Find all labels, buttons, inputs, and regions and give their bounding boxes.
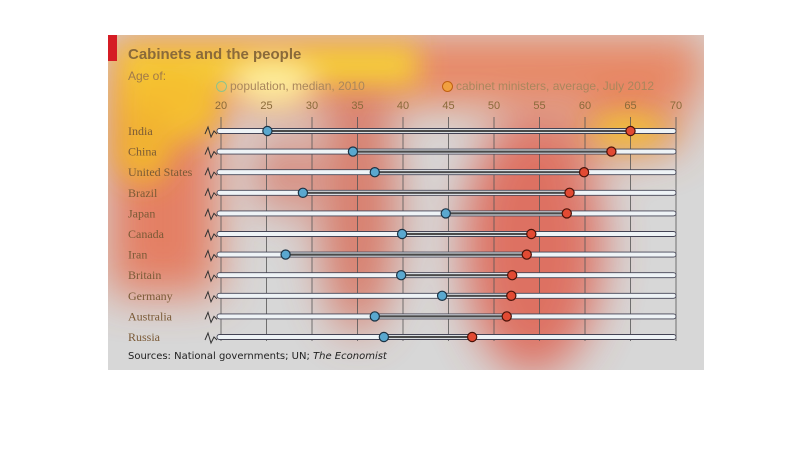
row-label-iran: Iran [128,248,147,262]
row-label-united-states: United States [128,165,193,179]
source-prefix: Sources: National governments; UN; [128,351,314,362]
dot-population-britain [395,269,407,281]
axis-break-brazil [204,187,218,201]
x-tick-label-60: 60 [579,100,591,112]
dot-plot: 20 25 30 35 40 45 50 55 60 65 70 India China United S… [128,100,682,345]
dot-cabinet-australia [501,311,512,322]
source-note: Sources: National governments; UN; The E… [128,351,387,362]
x-tick-label-70: 70 [670,100,682,112]
dot-cabinet-brazil [564,187,575,198]
row-label-canada: Canada [128,227,165,241]
axis-break-united-states [204,166,218,180]
axis-break-japan [204,207,218,221]
legend-label-population: population, median, 2010 [230,79,365,93]
dot-cabinet-britain [507,269,518,281]
dot-cabinet-india [625,125,636,137]
legend-item-population: population, median, 2010 [216,79,365,93]
dot-population-brazil [297,187,309,198]
axis-break-germany [204,290,218,304]
axis-break-india [204,125,218,139]
row-label-britain: Britain [128,268,161,282]
dot-cabinet-japan [561,208,572,219]
axis-break-britain [204,269,218,283]
dot-population-germany [436,290,448,301]
dot-population-china [347,146,359,157]
legend-label-cabinet: cabinet ministers, average, July 2012 [456,79,655,93]
x-tick-label-20: 20 [215,100,227,112]
dot-population-united-states [369,166,380,178]
dot-cabinet-germany [506,290,517,301]
row-label-japan: Japan [128,206,155,220]
dot-cabinet-russia [466,331,478,343]
row-label-china: China [128,145,157,159]
x-tick-label-40: 40 [397,100,409,112]
x-tick-label-30: 30 [306,100,318,112]
dot-population-canada [396,228,408,240]
x-tick-label-65: 65 [624,100,636,112]
legend-swatch-cabinet [442,80,453,92]
chart-title: Cabinets and the people [128,46,302,63]
dot-cabinet-united-states [578,166,590,178]
accent-tab [108,35,117,61]
row-label-russia: Russia [128,330,161,344]
axis-break-canada [204,228,218,242]
dot-population-india [262,125,273,137]
axis-break-australia [204,310,218,324]
x-tick-label-25: 25 [260,100,272,112]
row-label-brazil: Brazil [128,186,158,200]
x-tick-label-55: 55 [533,100,545,112]
x-tick-label-35: 35 [351,100,363,112]
x-tick-label-50: 50 [488,100,500,112]
source-publication: The Economist [313,351,387,362]
axis-break-china [204,146,218,159]
row-label-germany: Germany [128,289,173,303]
dot-cabinet-china [606,146,617,157]
axis-break-iran [204,249,218,262]
x-tick-label-45: 45 [442,100,454,112]
dot-population-australia [369,311,380,322]
row-label-india: India [128,124,153,138]
chart-figure: Cabinets and the people Age of: populati… [108,35,704,370]
legend-item-cabinet: cabinet ministers, average, July 2012 [442,79,654,93]
row-label-australia: Australia [128,309,173,323]
dot-population-japan [440,208,451,219]
legend-swatch-population [216,80,227,92]
axis-break-russia [204,331,218,345]
dot-population-iran [280,249,291,260]
dot-cabinet-canada [526,228,537,240]
dot-population-russia [378,331,390,343]
chart-subtitle: Age of: [128,69,167,83]
dot-cabinet-iran [521,249,532,260]
